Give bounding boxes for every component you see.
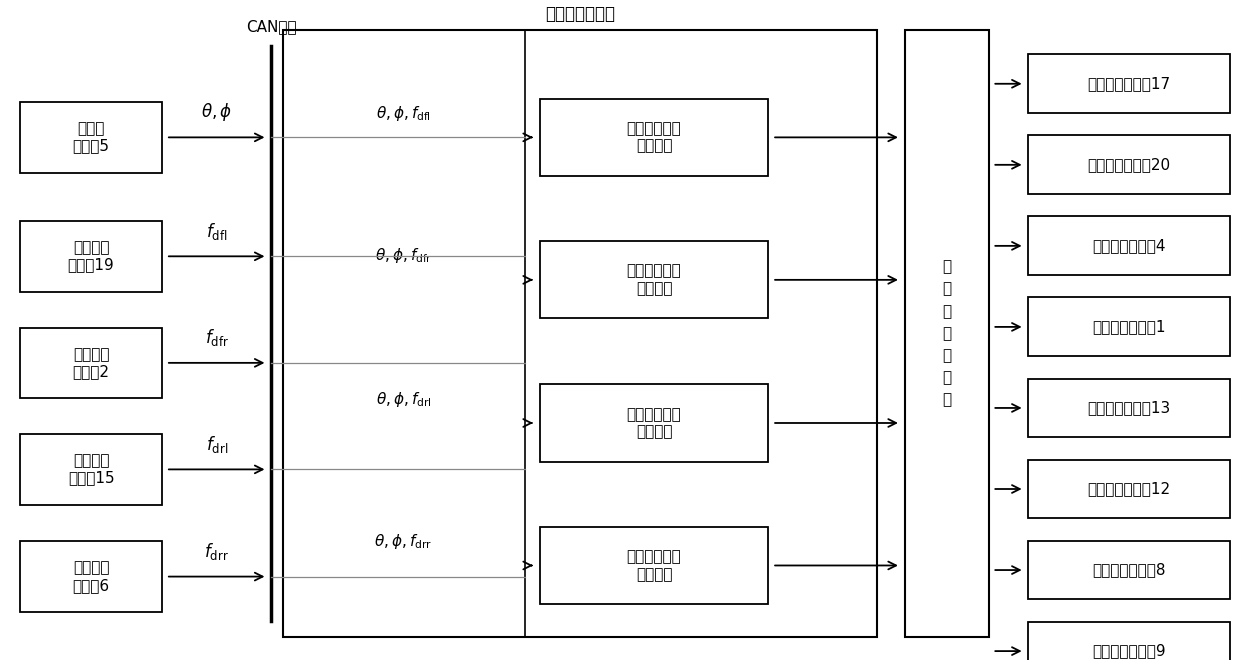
Text: 前左充气电磁阀17: 前左充气电磁阀17	[1087, 76, 1171, 91]
Text: 后右充气电磁阀8: 后右充气电磁阀8	[1092, 563, 1166, 577]
Text: 车身高度
传感器6: 车身高度 传感器6	[72, 561, 109, 592]
Bar	[1028, 297, 1230, 356]
Text: 前右放气电磁阀1: 前右放气电磁阀1	[1092, 319, 1166, 334]
Bar	[1028, 54, 1230, 113]
Bar	[539, 385, 769, 461]
Bar	[20, 328, 162, 398]
Bar	[539, 527, 769, 604]
Bar	[20, 221, 162, 292]
Text: CAN总线: CAN总线	[246, 19, 296, 34]
Text: 车身高度
传感器15: 车身高度 传感器15	[68, 453, 114, 486]
Text: 前左放气电磁阀20: 前左放气电磁阀20	[1087, 158, 1171, 172]
Bar	[284, 30, 878, 638]
Bar	[20, 102, 162, 173]
Text: 陀螺仪
传感器5: 陀螺仪 传感器5	[73, 121, 109, 154]
Text: 车身高度
传感器2: 车身高度 传感器2	[73, 347, 109, 379]
Bar	[1028, 459, 1230, 518]
Text: 后左充气电磁阀13: 后左充气电磁阀13	[1087, 401, 1171, 416]
Text: 后左放气电磁阀12: 后左放气电磁阀12	[1087, 481, 1171, 496]
Bar	[1028, 136, 1230, 194]
Text: $\theta,\phi,f_{\mathrm{drr}}$: $\theta,\phi,f_{\mathrm{drr}}$	[374, 532, 433, 551]
Bar	[539, 99, 769, 176]
Bar	[904, 30, 988, 638]
Text: $f_{\mathrm{dfr}}$: $f_{\mathrm{dfr}}$	[205, 328, 228, 348]
Bar	[1028, 541, 1230, 600]
Bar	[539, 241, 769, 318]
Text: $\theta,\phi,f_{\mathrm{drl}}$: $\theta,\phi,f_{\mathrm{drl}}$	[376, 390, 432, 408]
Text: 后右空气弹簧
控制模块: 后右空气弹簧 控制模块	[626, 549, 682, 582]
Text: $\theta,\phi,f_{\mathrm{dfl}}$: $\theta,\phi,f_{\mathrm{dfl}}$	[376, 104, 432, 123]
Bar	[20, 434, 162, 504]
Bar	[1028, 379, 1230, 438]
Bar	[1028, 622, 1230, 662]
Text: 前左空气弹簧
控制模块: 前左空气弹簧 控制模块	[626, 121, 682, 154]
Bar	[1028, 216, 1230, 275]
Bar	[20, 542, 162, 612]
Text: 前右充气电磁阀4: 前右充气电磁阀4	[1092, 238, 1166, 254]
Text: $\theta,\phi,f_{\mathrm{dfr}}$: $\theta,\phi,f_{\mathrm{dfr}}$	[374, 246, 433, 265]
Text: $f_{\mathrm{dfl}}$: $f_{\mathrm{dfl}}$	[206, 221, 227, 242]
Text: 整车姿态控制器: 整车姿态控制器	[546, 5, 615, 23]
Text: $f_{\mathrm{drl}}$: $f_{\mathrm{drl}}$	[206, 434, 228, 455]
Text: 后右放气电磁阀9: 后右放气电磁阀9	[1092, 643, 1166, 659]
Text: $\theta,\phi$: $\theta,\phi$	[201, 101, 232, 123]
Text: 后左空气弹簧
控制模块: 后左空气弹簧 控制模块	[626, 406, 682, 439]
Text: 前右空气弹簧
控制模块: 前右空气弹簧 控制模块	[626, 263, 682, 296]
Text: 车身高度
传感器19: 车身高度 传感器19	[68, 240, 114, 273]
Text: 电
磁
阀
驱
动
电
路: 电 磁 阀 驱 动 电 路	[942, 260, 951, 408]
Text: $f_{\mathrm{drr}}$: $f_{\mathrm{drr}}$	[205, 542, 229, 562]
